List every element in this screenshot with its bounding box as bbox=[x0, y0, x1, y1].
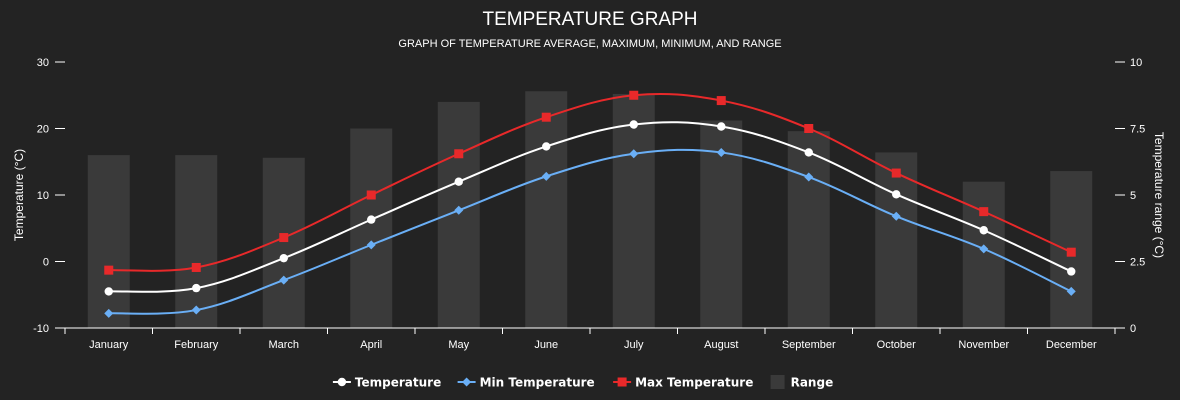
y-right-tick-label: 2.5 bbox=[1130, 257, 1145, 269]
y-right-tick-label: 10 bbox=[1130, 57, 1142, 69]
range-bar-february bbox=[175, 155, 218, 328]
max-temperature-point bbox=[366, 190, 376, 200]
legend-swatch-marker bbox=[337, 377, 347, 387]
min-temperature-line bbox=[108, 148, 1072, 315]
max-temperature-line bbox=[108, 92, 1072, 272]
x-tick-label: September bbox=[782, 339, 836, 351]
chart-title: TEMPERATURE GRAPH bbox=[482, 9, 697, 30]
min-temperature-point bbox=[366, 240, 376, 250]
y-right-tick-label: 0 bbox=[1130, 323, 1136, 335]
legend-label: Temperature bbox=[355, 376, 441, 390]
min-temperature-point bbox=[716, 147, 726, 157]
legend-item-temperature[interactable]: Temperature bbox=[332, 376, 441, 390]
y-right-tick-label: 7.5 bbox=[1130, 124, 1145, 136]
x-tick-label: January bbox=[89, 339, 129, 351]
max-temperature-point bbox=[979, 207, 989, 217]
x-tick-label: November bbox=[958, 339, 1009, 351]
legend-label: Max Temperature bbox=[635, 376, 753, 390]
x-tick-label: June bbox=[534, 339, 558, 351]
max-temperature-point bbox=[804, 124, 814, 133]
series-lines bbox=[108, 92, 1072, 315]
y-left-tick-label: 30 bbox=[37, 57, 49, 69]
range-bar-may bbox=[437, 101, 480, 329]
y-left-axis-title: Temperature (°C) bbox=[12, 149, 26, 241]
y-left-tick-label: -10 bbox=[33, 323, 49, 335]
legend-item-min-temperature[interactable]: Min Temperature bbox=[457, 376, 595, 390]
chart-subtitle: GRAPH OF TEMPERATURE AVERAGE, MAXIMUM, M… bbox=[398, 38, 781, 50]
x-tick-label: July bbox=[624, 339, 644, 351]
max-temperature-point bbox=[191, 262, 201, 272]
range-bar-october bbox=[875, 152, 918, 328]
range-bar-september bbox=[787, 131, 830, 328]
y-right-tick-label: 5 bbox=[1130, 190, 1136, 202]
legend-label: Min Temperature bbox=[480, 376, 595, 390]
temperature-point bbox=[1067, 267, 1076, 276]
temperature-point bbox=[804, 148, 813, 157]
temperature-point bbox=[979, 226, 988, 235]
min-temperature-point bbox=[979, 244, 989, 254]
temperature-point bbox=[367, 215, 376, 224]
range-bar-july bbox=[612, 93, 655, 328]
min-temperature-point bbox=[541, 171, 551, 181]
x-tick-label: February bbox=[174, 339, 219, 351]
temperature-point bbox=[454, 177, 463, 186]
max-temperature-point bbox=[891, 168, 901, 178]
legend-swatch-marker bbox=[462, 377, 472, 387]
temperature-point bbox=[192, 283, 201, 293]
y-right-axis-title: Temperature range (°C) bbox=[1152, 132, 1166, 258]
min-temperature-point bbox=[454, 205, 464, 215]
axes: January February March April May June July Augu… bbox=[33, 57, 1145, 351]
legend-label: Range bbox=[791, 376, 834, 390]
max-temperature-point bbox=[279, 233, 289, 243]
min-temperature-point bbox=[104, 308, 114, 318]
range-bars bbox=[87, 91, 1093, 329]
max-temperature-point bbox=[629, 90, 639, 100]
max-temperature-point bbox=[716, 96, 726, 106]
range-bar-june bbox=[525, 91, 568, 328]
min-temperature-point bbox=[891, 211, 901, 221]
temperature-point bbox=[629, 120, 638, 129]
legend: Temperature Min Temperature Max Temperatur… bbox=[332, 375, 834, 390]
min-temperature-point bbox=[191, 305, 201, 315]
max-temperature-point bbox=[541, 112, 551, 122]
temperature-point bbox=[717, 122, 726, 131]
y-left-tick-label: 0 bbox=[43, 257, 49, 269]
temperature-point bbox=[279, 253, 288, 263]
legend-swatch-marker bbox=[617, 377, 627, 387]
legend-item-max-temperature[interactable]: Max Temperature bbox=[613, 376, 753, 390]
y-left-tick-label: 10 bbox=[37, 190, 49, 202]
x-tick-label: March bbox=[268, 339, 299, 351]
x-tick-label: December bbox=[1046, 339, 1097, 351]
legend-item-range[interactable]: Range bbox=[770, 375, 834, 390]
x-tick-label: April bbox=[360, 339, 382, 351]
temperature-line bbox=[108, 121, 1072, 293]
x-tick-label: August bbox=[704, 339, 738, 351]
x-tick-label: May bbox=[448, 339, 469, 351]
legend-swatch bbox=[770, 375, 785, 389]
x-tick-label: October bbox=[877, 339, 916, 351]
y-left-tick-label: 20 bbox=[37, 124, 49, 136]
min-temperature-point bbox=[629, 149, 639, 159]
range-bar-april bbox=[350, 128, 393, 328]
temperature-point bbox=[892, 190, 901, 199]
max-temperature-point bbox=[1066, 247, 1076, 257]
min-temperature-point bbox=[804, 172, 814, 182]
max-temperature-point bbox=[454, 149, 464, 159]
series-markers bbox=[104, 90, 1076, 318]
min-temperature-point bbox=[1066, 286, 1076, 296]
range-bar-january bbox=[87, 155, 130, 328]
temperature-point bbox=[104, 287, 113, 296]
min-temperature-point bbox=[279, 275, 289, 285]
temperature-point bbox=[542, 142, 551, 151]
max-temperature-point bbox=[104, 265, 114, 275]
